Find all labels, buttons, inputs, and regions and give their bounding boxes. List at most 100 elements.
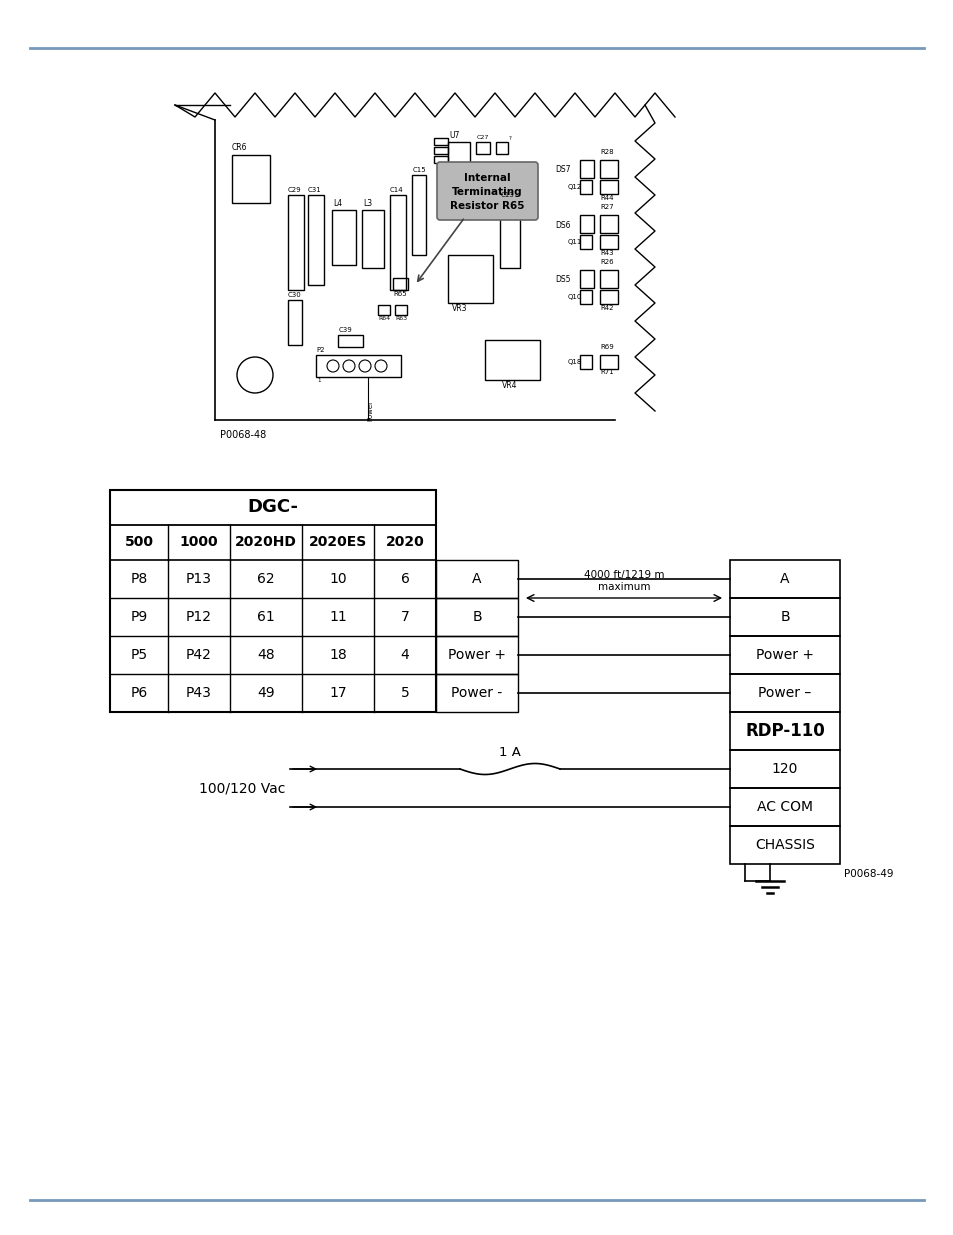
Bar	[476, 142, 490, 154]
Text: Power –: Power –	[758, 685, 811, 700]
Text: 7: 7	[400, 610, 409, 624]
Bar	[499, 200, 519, 268]
Text: 2020: 2020	[385, 536, 424, 550]
Text: R64: R64	[377, 316, 390, 321]
Text: Q10: Q10	[567, 294, 581, 300]
Text: Power +: Power +	[448, 648, 505, 662]
Text: P2: P2	[315, 347, 324, 353]
Text: Q18: Q18	[567, 359, 581, 366]
Text: 61: 61	[257, 610, 274, 624]
Bar	[729, 826, 840, 864]
Bar	[434, 138, 448, 144]
Bar	[232, 156, 270, 203]
Text: 1 A: 1 A	[498, 746, 520, 760]
Text: 2020ES: 2020ES	[309, 536, 367, 550]
Text: 1000: 1000	[179, 536, 218, 550]
Text: DS7: DS7	[555, 165, 570, 174]
Bar	[729, 750, 840, 788]
Text: Terminating: Terminating	[452, 186, 522, 198]
Bar	[395, 305, 407, 315]
Bar	[436, 674, 517, 713]
FancyBboxPatch shape	[436, 162, 537, 220]
Text: P0068-48: P0068-48	[220, 430, 266, 440]
Text: 120: 120	[771, 762, 798, 776]
Bar	[361, 210, 384, 268]
Text: ?: ?	[509, 136, 512, 141]
Text: Q11: Q11	[567, 240, 581, 245]
Text: Internal: Internal	[464, 173, 510, 183]
Bar	[390, 195, 406, 290]
Text: 11: 11	[329, 610, 347, 624]
Text: C15: C15	[413, 167, 426, 173]
Bar	[579, 354, 592, 369]
Text: U7: U7	[449, 131, 459, 140]
Bar	[496, 142, 507, 154]
Text: CHASSIS: CHASSIS	[754, 839, 814, 852]
Bar	[434, 147, 448, 154]
Text: C39: C39	[338, 327, 353, 333]
Bar	[599, 354, 618, 369]
Text: P43: P43	[186, 685, 212, 700]
Text: P42: P42	[186, 648, 212, 662]
Bar	[377, 305, 390, 315]
Text: L3: L3	[363, 199, 372, 207]
Text: DGC-: DGC-	[247, 499, 298, 516]
Text: Power +: Power +	[755, 648, 813, 662]
Bar	[729, 713, 840, 750]
Bar	[412, 175, 426, 254]
Bar	[599, 235, 618, 249]
Text: A: A	[780, 572, 789, 585]
Text: DS6: DS6	[555, 221, 570, 230]
Bar	[288, 195, 304, 290]
Text: P6: P6	[131, 685, 148, 700]
Text: 100/120 Vac: 100/120 Vac	[198, 781, 285, 795]
Bar	[436, 559, 517, 598]
Text: R42: R42	[599, 305, 613, 311]
Text: 49: 49	[257, 685, 274, 700]
Bar	[484, 340, 539, 380]
Text: Power: Power	[367, 400, 373, 421]
Bar	[448, 142, 470, 164]
Bar	[434, 156, 448, 163]
Text: 10: 10	[329, 572, 347, 585]
Text: 1: 1	[316, 378, 320, 383]
Text: CR6: CR6	[232, 143, 247, 152]
Bar	[436, 636, 517, 674]
Text: 2020HD: 2020HD	[234, 536, 296, 550]
Text: R43: R43	[599, 249, 613, 256]
Text: P5: P5	[131, 648, 148, 662]
Bar	[579, 290, 592, 304]
Bar	[729, 559, 840, 598]
Text: L4: L4	[333, 199, 342, 207]
Bar	[599, 270, 618, 288]
Text: P9: P9	[131, 610, 148, 624]
Bar	[448, 254, 493, 303]
Bar	[315, 354, 400, 377]
Text: P12: P12	[186, 610, 212, 624]
Bar	[579, 215, 594, 233]
Text: R71: R71	[599, 369, 613, 375]
Bar	[337, 335, 363, 347]
Bar	[729, 598, 840, 636]
Text: 5: 5	[400, 685, 409, 700]
Text: R26: R26	[599, 259, 613, 266]
Bar	[332, 210, 355, 266]
Text: 17: 17	[329, 685, 347, 700]
Bar	[110, 490, 436, 713]
Bar	[579, 235, 592, 249]
Text: C14: C14	[390, 186, 403, 193]
Text: R63: R63	[395, 316, 407, 321]
Text: VR4: VR4	[501, 382, 517, 390]
Text: DS5: DS5	[555, 275, 570, 284]
Text: P8: P8	[131, 572, 148, 585]
Text: 6: 6	[400, 572, 409, 585]
Text: P13: P13	[186, 572, 212, 585]
Bar	[729, 788, 840, 826]
Text: 4: 4	[400, 648, 409, 662]
Text: 18: 18	[329, 648, 347, 662]
Bar	[729, 636, 840, 674]
Text: VR3: VR3	[452, 304, 467, 312]
Text: P0068-49: P0068-49	[843, 869, 893, 879]
Text: AC COM: AC COM	[757, 800, 812, 814]
Text: C30: C30	[288, 291, 301, 298]
